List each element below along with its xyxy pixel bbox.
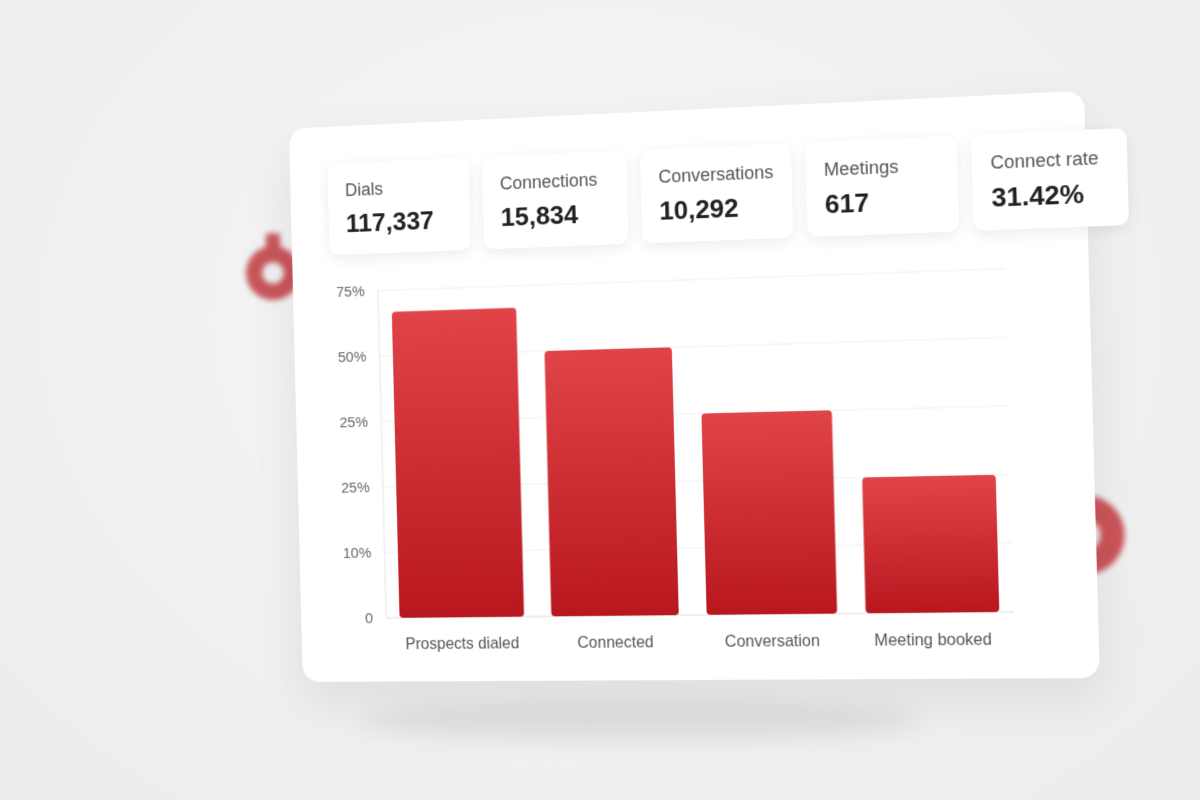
- bar-meeting-booked: [862, 475, 999, 613]
- stat-card-conversations: Conversations 10,292: [640, 143, 793, 243]
- dashboard-panel: Dials 117,337 Connections 15,834 Conversatio…: [289, 91, 1100, 682]
- stat-card-dials: Dials 117,337: [327, 158, 470, 256]
- stat-value: 31.42%: [991, 177, 1109, 214]
- x-tick-label: Conversation: [725, 633, 820, 651]
- x-tick-label: Meeting booked: [874, 631, 992, 650]
- stat-value: 15,834: [500, 198, 610, 233]
- y-tick-label: 0: [365, 611, 373, 627]
- y-tick-label: 25%: [341, 480, 370, 496]
- y-tick-label: 75%: [336, 284, 365, 301]
- stat-label: Dials: [345, 176, 452, 201]
- funnel-bar-chart: 0 10% 25% 25% 50% 75% Prospects dialed Connecte…: [321, 247, 1047, 662]
- stat-card-connections: Connections 15,834: [482, 150, 629, 249]
- x-tick-label: Connected: [577, 634, 654, 652]
- stat-label: Connections: [500, 169, 610, 194]
- stat-value: 10,292: [659, 191, 775, 227]
- stat-card-meetings: Meetings 617: [805, 136, 959, 238]
- stat-label: Conversations: [658, 162, 774, 188]
- floor-shadow: [360, 700, 920, 740]
- x-tick-label: Prospects dialed: [405, 635, 519, 653]
- stat-card-connect-rate: Connect rate 31.42%: [971, 128, 1129, 231]
- gridline: [378, 269, 1005, 291]
- y-tick-label: 25%: [339, 415, 368, 432]
- stat-value: 117,337: [346, 204, 453, 239]
- y-axis: [378, 291, 386, 618]
- stats-row: Dials 117,337 Connections 15,834 Conversatio…: [327, 128, 1129, 255]
- bar-conversation: [701, 410, 837, 615]
- stat-value: 617: [825, 184, 941, 220]
- stat-label: Meetings: [824, 155, 939, 181]
- y-tick-label: 50%: [338, 349, 367, 366]
- y-tick-label: 10%: [343, 546, 372, 562]
- bar-connected: [544, 347, 678, 616]
- bar-prospects-dialed: [392, 308, 524, 618]
- stat-label: Connect rate: [990, 147, 1108, 174]
